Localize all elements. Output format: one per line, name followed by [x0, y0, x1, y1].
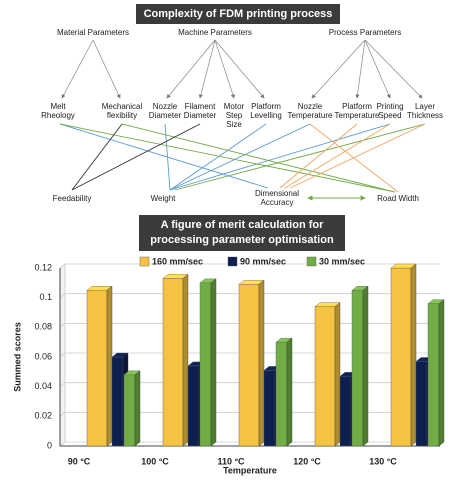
y-tick-label: 0.06	[34, 351, 52, 361]
y-tick-label: 0.08	[34, 322, 52, 332]
parameter-label: Nozzle Temperature	[287, 102, 333, 120]
parameter-label: Layer Thickness	[407, 102, 444, 120]
bar	[86, 290, 108, 447]
bar	[351, 290, 364, 447]
bar-side	[182, 273, 189, 447]
y-tick-label: 0.1	[39, 292, 52, 302]
x-tick-label: 130 °C	[369, 456, 397, 466]
parameter-label: Platform Levelling	[250, 102, 282, 120]
x-tick-label: 90 °C	[68, 456, 91, 466]
legend-swatch	[227, 256, 238, 267]
parameter-label: Motor Step Size	[223, 102, 245, 129]
bar-side	[210, 278, 217, 447]
bar-side	[362, 285, 369, 447]
bar	[199, 282, 212, 447]
bar	[162, 278, 184, 447]
x-tick-label: 120 °C	[293, 456, 321, 466]
outcome-label: Dimensional Accuracy	[254, 189, 300, 207]
bar-side	[134, 370, 141, 447]
legend-label: 160 mm/sec	[152, 256, 203, 266]
bar-side	[438, 299, 445, 447]
parameter-label: Melt Rheology	[41, 102, 75, 120]
bar	[275, 341, 288, 447]
bar	[339, 376, 352, 447]
bar-side	[286, 337, 293, 447]
outcome-label: Feedability	[52, 194, 92, 203]
hierarchy-edges	[61, 39, 423, 99]
y-axis-title: Summed scores	[12, 322, 22, 392]
outcome-label: Road Width	[377, 194, 419, 203]
bar	[111, 356, 124, 447]
group-label: Material Parameters	[56, 28, 130, 37]
bar-side	[410, 263, 417, 447]
bar	[427, 303, 440, 447]
group-label: Machine Parameters	[178, 28, 252, 37]
diagram-title: Complexity of FDM printing process	[136, 4, 340, 24]
legend-swatch	[306, 256, 317, 267]
effect-edges	[59, 123, 426, 201]
y-tick-label: 0.04	[34, 381, 52, 391]
y-tick-label: 0	[47, 440, 52, 450]
bar-side	[106, 285, 113, 447]
bar-chart: 0 0.02 0.04 0.06 0.08 0.1 0.12 90 °C 100 °C 110 °…	[12, 256, 445, 475]
grid-line	[59, 293, 440, 298]
bar-side	[334, 302, 341, 447]
bar	[238, 284, 260, 447]
parameter-label: Filament Diameter	[183, 102, 217, 120]
group-label: Process Parameters	[328, 28, 402, 37]
bar	[415, 361, 428, 447]
chart-title: A figure of merit calculation for proces…	[139, 215, 345, 251]
legend-label: 90 mm/sec	[240, 256, 286, 266]
parameter-label: Nozzle Diameter	[148, 102, 182, 120]
parameter-label: Platform Temperature	[334, 102, 380, 120]
y-tick-label: 0.12	[34, 262, 52, 272]
bar	[263, 370, 276, 447]
y-tick-label: 0.02	[34, 411, 52, 421]
outcome-label: Weight	[150, 194, 176, 203]
x-axis-title: Temperature	[223, 465, 277, 475]
x-tick-label: 110 °C	[217, 456, 245, 466]
parameter-label: Mechanical flexibility	[101, 102, 143, 120]
bar	[390, 267, 412, 447]
parameter-label: Printing Speed	[376, 102, 404, 120]
bar-side	[258, 279, 265, 447]
legend-swatch	[139, 256, 150, 267]
legend-label: 30 mm/sec	[319, 256, 365, 266]
bar	[314, 306, 336, 447]
bar	[123, 374, 136, 447]
x-tick-label: 100 °C	[141, 456, 169, 466]
bar	[187, 365, 200, 447]
